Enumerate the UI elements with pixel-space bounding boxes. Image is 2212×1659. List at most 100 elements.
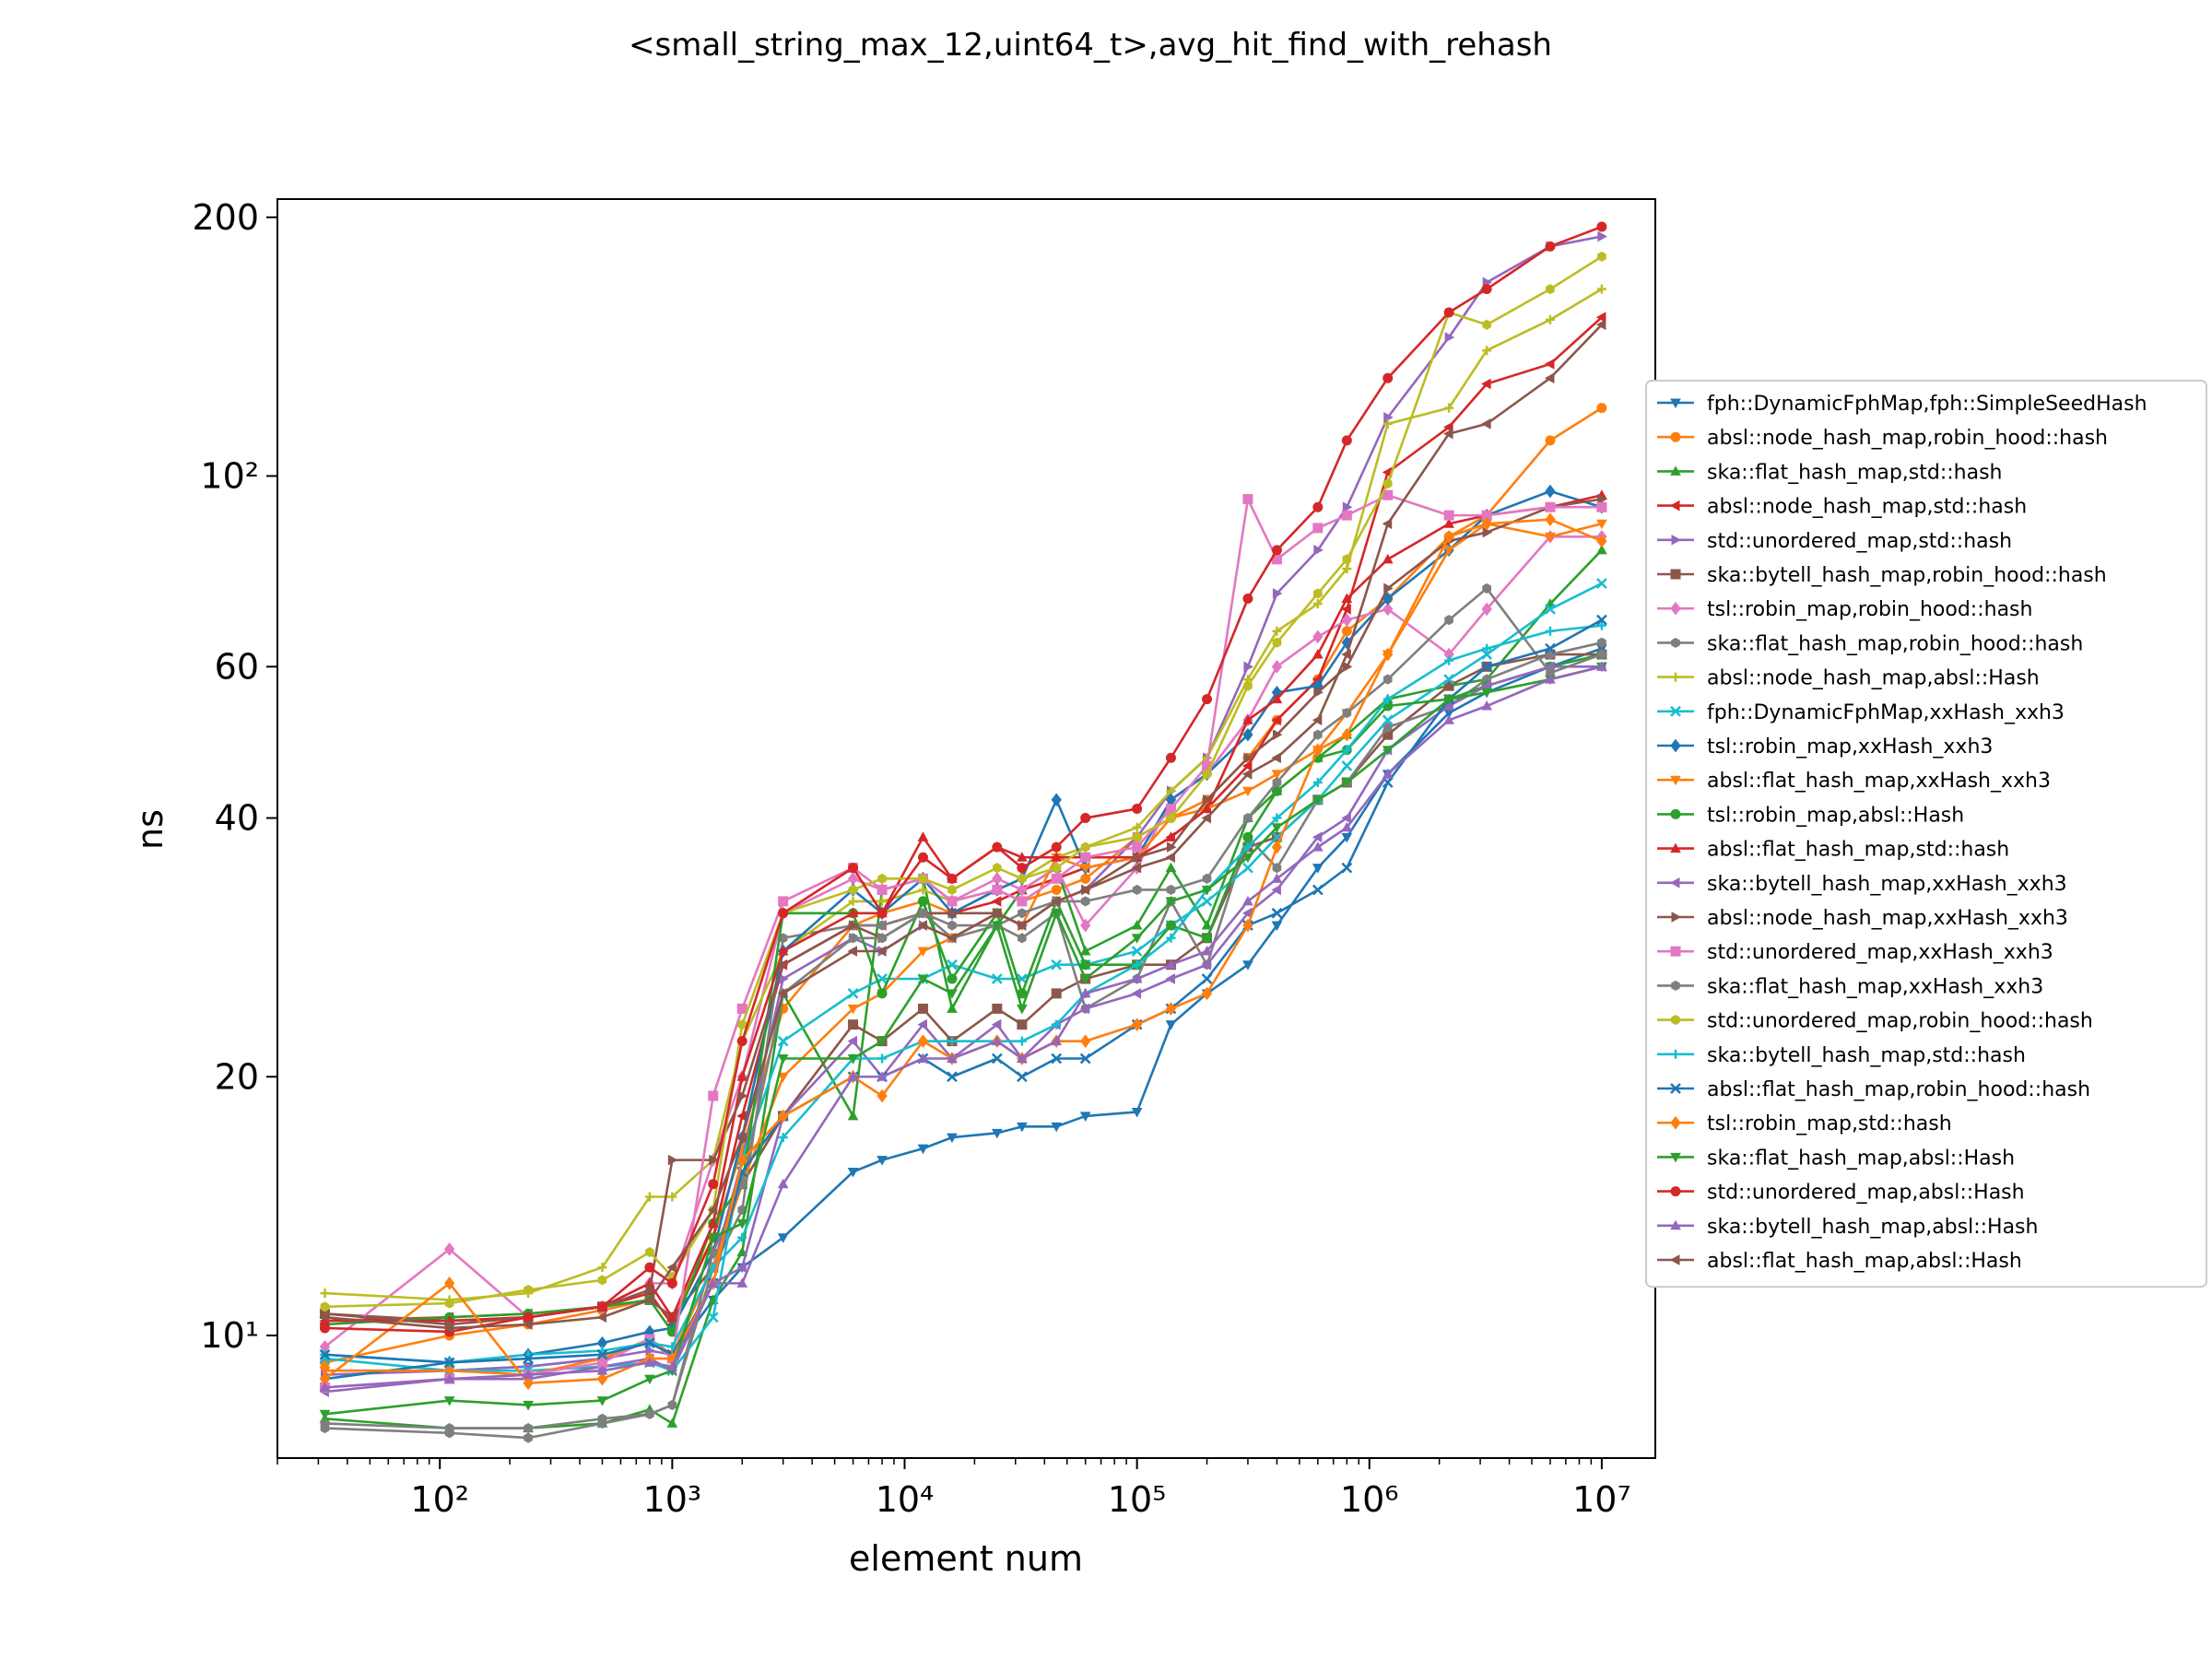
data-point <box>319 1366 331 1377</box>
data-point <box>1597 637 1606 648</box>
data-point <box>1202 769 1212 780</box>
data-point <box>1242 853 1253 864</box>
data-point <box>1312 629 1324 644</box>
data-point <box>1051 852 1063 862</box>
data-point <box>1443 307 1454 318</box>
data-point <box>1131 862 1142 874</box>
legend-item: ska::bytell_hash_map,std::hash <box>1657 1044 2026 1067</box>
legend-label: absl::flat_hash_map,std::hash <box>1707 839 2009 862</box>
data-point <box>707 1204 718 1216</box>
data-point <box>1544 359 1555 370</box>
data-point <box>1272 626 1282 636</box>
legend-label: absl::flat_hash_map,absl::Hash <box>1707 1250 2022 1273</box>
legend-marker <box>1670 1115 1681 1130</box>
data-point <box>1017 883 1028 897</box>
legend-label: ska::flat_hash_map,absl::Hash <box>1707 1147 2015 1170</box>
data-point <box>1342 564 1352 574</box>
data-point <box>1016 920 1027 931</box>
data-point <box>1051 909 1063 919</box>
legend-item: std::unordered_map,absl::Hash <box>1657 1182 2025 1205</box>
legend-marker <box>1670 1186 1681 1197</box>
data-point <box>1165 752 1176 763</box>
data-point <box>991 1053 1003 1065</box>
data-point <box>1017 1122 1028 1133</box>
data-point <box>946 932 957 944</box>
data-point <box>1341 613 1352 627</box>
data-point <box>1545 604 1556 615</box>
legend-item: fph::DynamicFphMap,fph::SimpleSeedHash <box>1657 393 2147 416</box>
data-point <box>1341 832 1353 843</box>
data-point <box>319 1382 331 1392</box>
data-point <box>917 1018 927 1030</box>
legend-label: std::unordered_map,robin_hood::hash <box>1707 1010 2093 1033</box>
data-point <box>1080 852 1091 863</box>
data-point <box>1271 545 1282 556</box>
data-point <box>947 1133 958 1144</box>
data-point <box>1595 319 1606 331</box>
data-point <box>1443 695 1454 705</box>
data-point <box>1242 918 1253 933</box>
data-point <box>667 1154 678 1166</box>
data-point <box>1080 959 1091 971</box>
data-point <box>1052 1019 1062 1030</box>
data-point <box>1341 727 1352 742</box>
data-point <box>947 920 957 931</box>
legend-marker <box>1671 1015 1680 1026</box>
data-point <box>848 933 858 944</box>
data-point <box>1271 770 1283 780</box>
data-point <box>1481 688 1492 699</box>
data-point <box>877 988 888 999</box>
data-point <box>1312 649 1324 659</box>
data-point <box>1382 489 1394 500</box>
data-point <box>1051 1122 1063 1133</box>
data-point <box>847 1004 859 1015</box>
data-point <box>1052 863 1062 874</box>
data-point <box>1545 435 1556 446</box>
legend-item: ska::bytell_hash_map,robin_hood::hash <box>1657 564 2107 587</box>
data-point <box>736 1277 748 1288</box>
legend-item: ska::bytell_hash_map,xxHash_xxh3 <box>1657 873 2067 896</box>
legend-label: absl::node_hash_map,absl::Hash <box>1707 667 2040 690</box>
data-point <box>847 988 859 999</box>
data-point <box>777 1072 789 1083</box>
legend-marker <box>1671 637 1680 648</box>
data-point <box>1596 614 1607 626</box>
data-point <box>917 831 929 841</box>
data-point <box>1166 933 1176 943</box>
data-point <box>320 1418 330 1430</box>
data-point <box>1271 884 1281 896</box>
data-point <box>1596 661 1607 671</box>
data-point <box>1545 484 1556 499</box>
data-point <box>877 896 888 906</box>
data-point <box>1079 1112 1091 1122</box>
data-point <box>1017 896 1028 907</box>
data-point <box>645 1408 654 1419</box>
legend-label: absl::node_hash_map,std::hash <box>1707 496 2027 519</box>
legend-marker <box>1670 1083 1681 1094</box>
legend-item: tsl::robin_map,absl::Hash <box>1657 804 1964 827</box>
data-point <box>1443 546 1454 556</box>
y-tick-label: 10¹ <box>200 1315 259 1356</box>
data-point <box>1165 804 1176 815</box>
legend-label: ska::flat_hash_map,robin_hood::hash <box>1707 632 2083 655</box>
data-point <box>1243 680 1253 691</box>
legend-item: tsl::robin_map,robin_hood::hash <box>1657 598 2032 621</box>
data-point <box>1165 959 1177 970</box>
y-tick-label: 40 <box>215 798 259 839</box>
data-point <box>1131 988 1142 999</box>
data-point <box>778 896 789 907</box>
data-point <box>1444 332 1455 343</box>
data-point <box>1242 594 1253 605</box>
data-point <box>667 1399 677 1410</box>
data-point <box>1312 501 1324 512</box>
data-point <box>1132 822 1142 832</box>
data-point <box>1242 831 1253 842</box>
data-point <box>666 1277 677 1288</box>
data-point <box>319 1312 329 1324</box>
data-point <box>847 1035 858 1047</box>
data-point <box>737 1232 747 1242</box>
data-point <box>1201 973 1213 984</box>
legend-item: tsl::robin_map,xxHash_xxh3 <box>1657 735 1993 759</box>
data-point <box>523 1319 533 1330</box>
series-layer <box>319 221 1607 1443</box>
